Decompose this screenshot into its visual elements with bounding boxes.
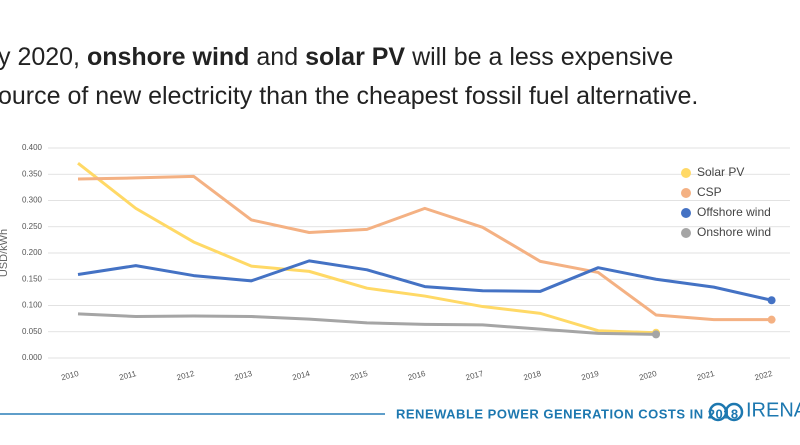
logo-icon: [724, 402, 744, 422]
legend-marker: [681, 168, 691, 178]
series-line: [77, 162, 657, 335]
line-end-marker: [652, 330, 660, 339]
chart-title: ource of new electricity than the cheape…: [0, 82, 698, 110]
chart-title: y 2020, onshore wind and solar PV will b…: [0, 43, 673, 71]
y-tick-label: 0.100: [22, 301, 43, 310]
series-line: [77, 259, 772, 302]
y-tick-label: 0.000: [22, 353, 43, 362]
legend-label: Onshore wind: [697, 225, 771, 239]
footer-text: RENEWABLE POWER GENERATION COSTS IN 2018: [396, 406, 739, 421]
legend-marker: [681, 188, 691, 198]
line-end-marker: [767, 315, 776, 324]
y-tick-label: 0.300: [22, 196, 43, 205]
legend-label: Solar PV: [697, 165, 744, 179]
series-line: [77, 174, 772, 322]
title-segment: will be a less expensive: [405, 43, 673, 71]
y-tick-label: 0.350: [22, 169, 43, 178]
y-tick-label: 0.400: [22, 143, 43, 152]
y-tick-label: 0.250: [22, 222, 43, 231]
x-tick-label: 2011: [118, 369, 137, 382]
title-segment: onshore wind: [87, 43, 250, 71]
title-segment: and: [249, 43, 305, 71]
legend-marker: [681, 228, 691, 238]
y-tick-label: 0.200: [22, 248, 43, 257]
logo-text: IRENA: [746, 399, 800, 421]
legend-label: Offshore wind: [697, 205, 771, 219]
title-segment: ource of new electricity than the cheape…: [0, 82, 698, 110]
series-line: [77, 312, 657, 336]
title-segment: y 2020,: [0, 43, 87, 71]
y-axis-label: USD/kWh: [0, 229, 10, 277]
legend-label: CSP: [697, 185, 722, 199]
line-end-marker: [767, 296, 776, 305]
legend-marker: [681, 208, 691, 218]
title-segment: solar PV: [305, 43, 405, 71]
y-tick-label: 0.050: [22, 327, 43, 336]
y-tick-label: 0.150: [22, 274, 43, 283]
